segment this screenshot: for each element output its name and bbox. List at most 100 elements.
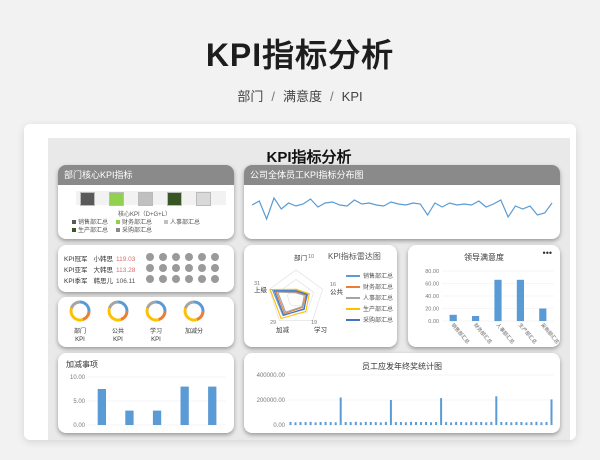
dept-swatch — [138, 192, 153, 206]
radar-axis-value: 19 — [311, 320, 317, 326]
dept-swatch — [167, 192, 182, 206]
donut-segment — [117, 300, 129, 312]
dept-legend-item: 人事部汇总 — [164, 217, 200, 226]
radar-axis-value: 10 — [308, 254, 314, 260]
donut-segment — [146, 300, 157, 309]
champion-name: 小韩思 — [93, 256, 113, 263]
bar — [540, 422, 543, 426]
bar — [480, 422, 483, 425]
bar — [364, 421, 367, 425]
kpi-champion-card[interactable]: KPI冠军 小韩思 119.03 KPI亚军 大韩思 113.28 KPI季军 韩思儿 106.… — [58, 245, 234, 292]
breadcrumb-item[interactable]: 部门 — [237, 89, 264, 104]
rating-dot — [211, 264, 219, 272]
y-tick-label: 0.00 — [273, 423, 285, 429]
rating-dot — [198, 275, 206, 283]
donut-label: 学习 — [150, 327, 162, 335]
x-tick-label: 采购部汇总 — [539, 322, 560, 346]
rating-dot — [146, 275, 154, 283]
bar — [472, 316, 480, 321]
donut-label: 部门 — [74, 327, 86, 335]
bar — [294, 422, 297, 426]
bar — [450, 422, 453, 425]
donut-segment — [108, 300, 119, 309]
y-tick-label: 80.00 — [425, 269, 439, 275]
rating-dot — [146, 253, 154, 261]
legend-label: 销售部汇总 — [78, 220, 109, 226]
radar-axis-label: 公共 — [330, 287, 344, 296]
radar-legend-item: 人事部汇总 — [346, 293, 393, 302]
radar-legend-item: 生产部汇总 — [346, 304, 393, 313]
radar-axis-label: 上级 — [254, 285, 268, 294]
dashboard-sheet: KPI指标分析 部门核心KPI指标 核心KPI（D+G+L） 销售部汇总 财务部汇… — [48, 138, 570, 440]
radar-series — [269, 288, 310, 320]
more-icon[interactable]: ••• — [542, 248, 552, 258]
bar — [430, 422, 432, 426]
champion-row: KPI亚军 大韩思 113.28 — [64, 264, 135, 274]
dept-kpi-card[interactable]: 部门核心KPI指标 核心KPI（D+G+L） 销售部汇总 财务部汇总 人事部汇总 生产… — [58, 165, 234, 239]
y-tick-label: 20.00 — [425, 307, 439, 313]
donut-segment — [196, 310, 205, 321]
rating-dot — [185, 253, 193, 261]
kpi-distribution-title: 公司全体员工KPI指标分布图 — [244, 165, 560, 185]
bar — [495, 396, 498, 425]
legend-label: 人事部汇总 — [170, 220, 201, 226]
legend-label: 生产部汇总 — [78, 228, 109, 234]
bar — [530, 422, 533, 425]
radar-axis-label: 学习 — [314, 325, 327, 334]
dashboard-title: KPI指标分析 — [266, 149, 352, 166]
donut-segment — [145, 307, 160, 322]
breadcrumb-item[interactable]: 满意度 — [283, 89, 323, 104]
donut-segment — [120, 310, 129, 321]
y-tick-label: 60.00 — [425, 282, 439, 288]
radar-card[interactable]: KPI指标雷达图 部门 10 公共 16 学习 19 加减 29 上级 31 销售部汇总 财务部汇总… — [244, 245, 397, 347]
donut-segment — [158, 310, 167, 321]
bar — [545, 422, 548, 425]
bar — [324, 421, 327, 425]
leader-satisfaction-card[interactable]: 领导满意度 ••• 80.00 60.00 40.00 20.00 0.00 销售部汇总财… — [408, 245, 560, 347]
bonus-chart: 10.00 5.00 0.00 — [70, 375, 226, 429]
bar — [349, 422, 352, 425]
bar — [455, 421, 458, 425]
champion-label: KPI季军 — [64, 278, 88, 285]
radar-series — [273, 290, 308, 316]
radar-series — [275, 290, 307, 315]
bar — [329, 422, 332, 425]
champion-row: KPI冠军 小韩思 119.03 — [64, 253, 135, 263]
bar — [180, 386, 189, 425]
dept-legend-item: 采购部汇总 — [116, 225, 152, 234]
x-tick-label: 财务部汇总 — [472, 322, 493, 346]
bar — [500, 422, 503, 425]
bar — [299, 422, 302, 425]
kpi-trend-line — [251, 196, 553, 221]
rating-dot — [172, 275, 180, 283]
breadcrumb-item[interactable]: KPI — [341, 89, 363, 104]
bar — [410, 421, 412, 426]
y-tick-label: 400000.00 — [257, 373, 286, 379]
dept-swatch — [109, 192, 124, 206]
bonus-items-card[interactable]: 加减事项 10.00 5.00 0.00 — [58, 353, 234, 433]
bar — [494, 279, 502, 322]
kpi-donut-card[interactable]: 部门 KPI 公共 KPI 学习 KPI 加减分 — [58, 297, 234, 347]
champion-label: KPI冠军 — [64, 256, 88, 263]
year-end-bonus-card[interactable]: 员工应发年终奖统计图 400000.00 200000.00 0.00 — [244, 353, 560, 433]
radar-axis-value: 29 — [270, 320, 276, 326]
bar — [435, 422, 438, 425]
donut-sublabel: KPI — [151, 337, 161, 343]
dept-legend-item: 财务部汇总 — [116, 217, 152, 226]
bar — [394, 422, 397, 425]
donut-segment — [79, 300, 91, 312]
donut-sublabel: KPI — [113, 337, 123, 343]
y-tick-label: 40.00 — [425, 294, 439, 300]
bar — [319, 422, 322, 425]
bar — [465, 422, 468, 426]
rating-dot — [211, 253, 219, 261]
dept-formula: 核心KPI（D+G+L） — [118, 212, 172, 218]
champion-row: KPI季军 韩思儿 106.11 — [64, 275, 135, 285]
rating-dot — [211, 275, 219, 283]
bar — [445, 422, 448, 425]
radar-axis-value: 31 — [254, 281, 260, 287]
page-title: KPI指标分析 — [205, 37, 395, 73]
donut-segment — [183, 307, 198, 322]
kpi-distribution-card[interactable]: 公司全体员工KPI指标分布图 — [244, 165, 560, 239]
